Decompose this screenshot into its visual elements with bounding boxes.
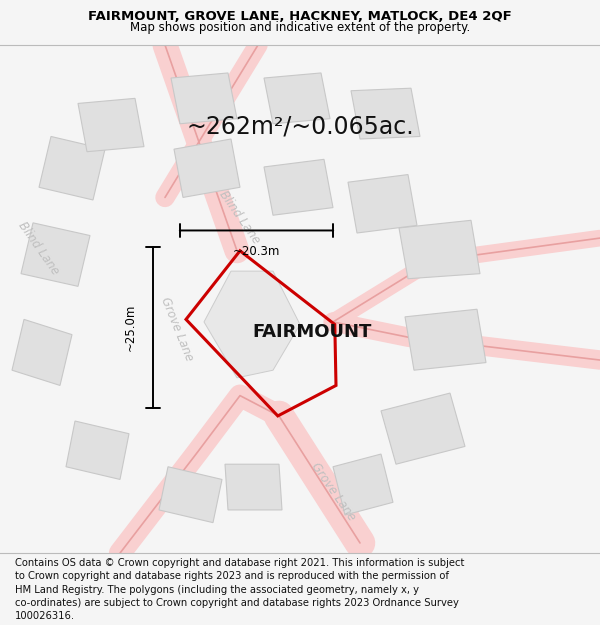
Polygon shape (264, 159, 333, 215)
Text: co-ordinates) are subject to Crown copyright and database rights 2023 Ordnance S: co-ordinates) are subject to Crown copyr… (15, 598, 459, 608)
Polygon shape (348, 174, 417, 233)
Text: Grove Lane: Grove Lane (308, 461, 358, 524)
Text: FAIRMOUNT, GROVE LANE, HACKNEY, MATLOCK, DE4 2QF: FAIRMOUNT, GROVE LANE, HACKNEY, MATLOCK,… (88, 10, 512, 23)
Text: Grove Lane: Grove Lane (158, 296, 196, 363)
Polygon shape (264, 73, 330, 124)
Text: Blind Lane: Blind Lane (217, 189, 263, 247)
Text: 100026316.: 100026316. (15, 611, 75, 621)
Polygon shape (39, 136, 105, 200)
Polygon shape (381, 393, 465, 464)
Polygon shape (171, 73, 237, 124)
Text: ~262m²/~0.065ac.: ~262m²/~0.065ac. (186, 114, 414, 138)
Text: Map shows position and indicative extent of the property.: Map shows position and indicative extent… (130, 21, 470, 34)
Text: ~20.3m: ~20.3m (233, 245, 280, 258)
Text: HM Land Registry. The polygons (including the associated geometry, namely x, y: HM Land Registry. The polygons (includin… (15, 585, 419, 595)
Polygon shape (78, 98, 144, 152)
Polygon shape (405, 309, 486, 370)
Polygon shape (12, 319, 72, 386)
Text: Blind Lane: Blind Lane (16, 219, 62, 278)
Polygon shape (333, 454, 393, 515)
Text: to Crown copyright and database rights 2023 and is reproduced with the permissio: to Crown copyright and database rights 2… (15, 571, 449, 581)
Text: FAIRMOUNT: FAIRMOUNT (253, 323, 371, 341)
Polygon shape (204, 271, 300, 378)
Polygon shape (399, 220, 480, 279)
Polygon shape (174, 139, 240, 198)
Polygon shape (225, 464, 282, 510)
Polygon shape (351, 88, 420, 139)
Polygon shape (21, 223, 90, 286)
Polygon shape (159, 467, 222, 522)
Text: Contains OS data © Crown copyright and database right 2021. This information is : Contains OS data © Crown copyright and d… (15, 558, 464, 568)
Polygon shape (66, 421, 129, 479)
Text: ~25.0m: ~25.0m (124, 304, 137, 351)
